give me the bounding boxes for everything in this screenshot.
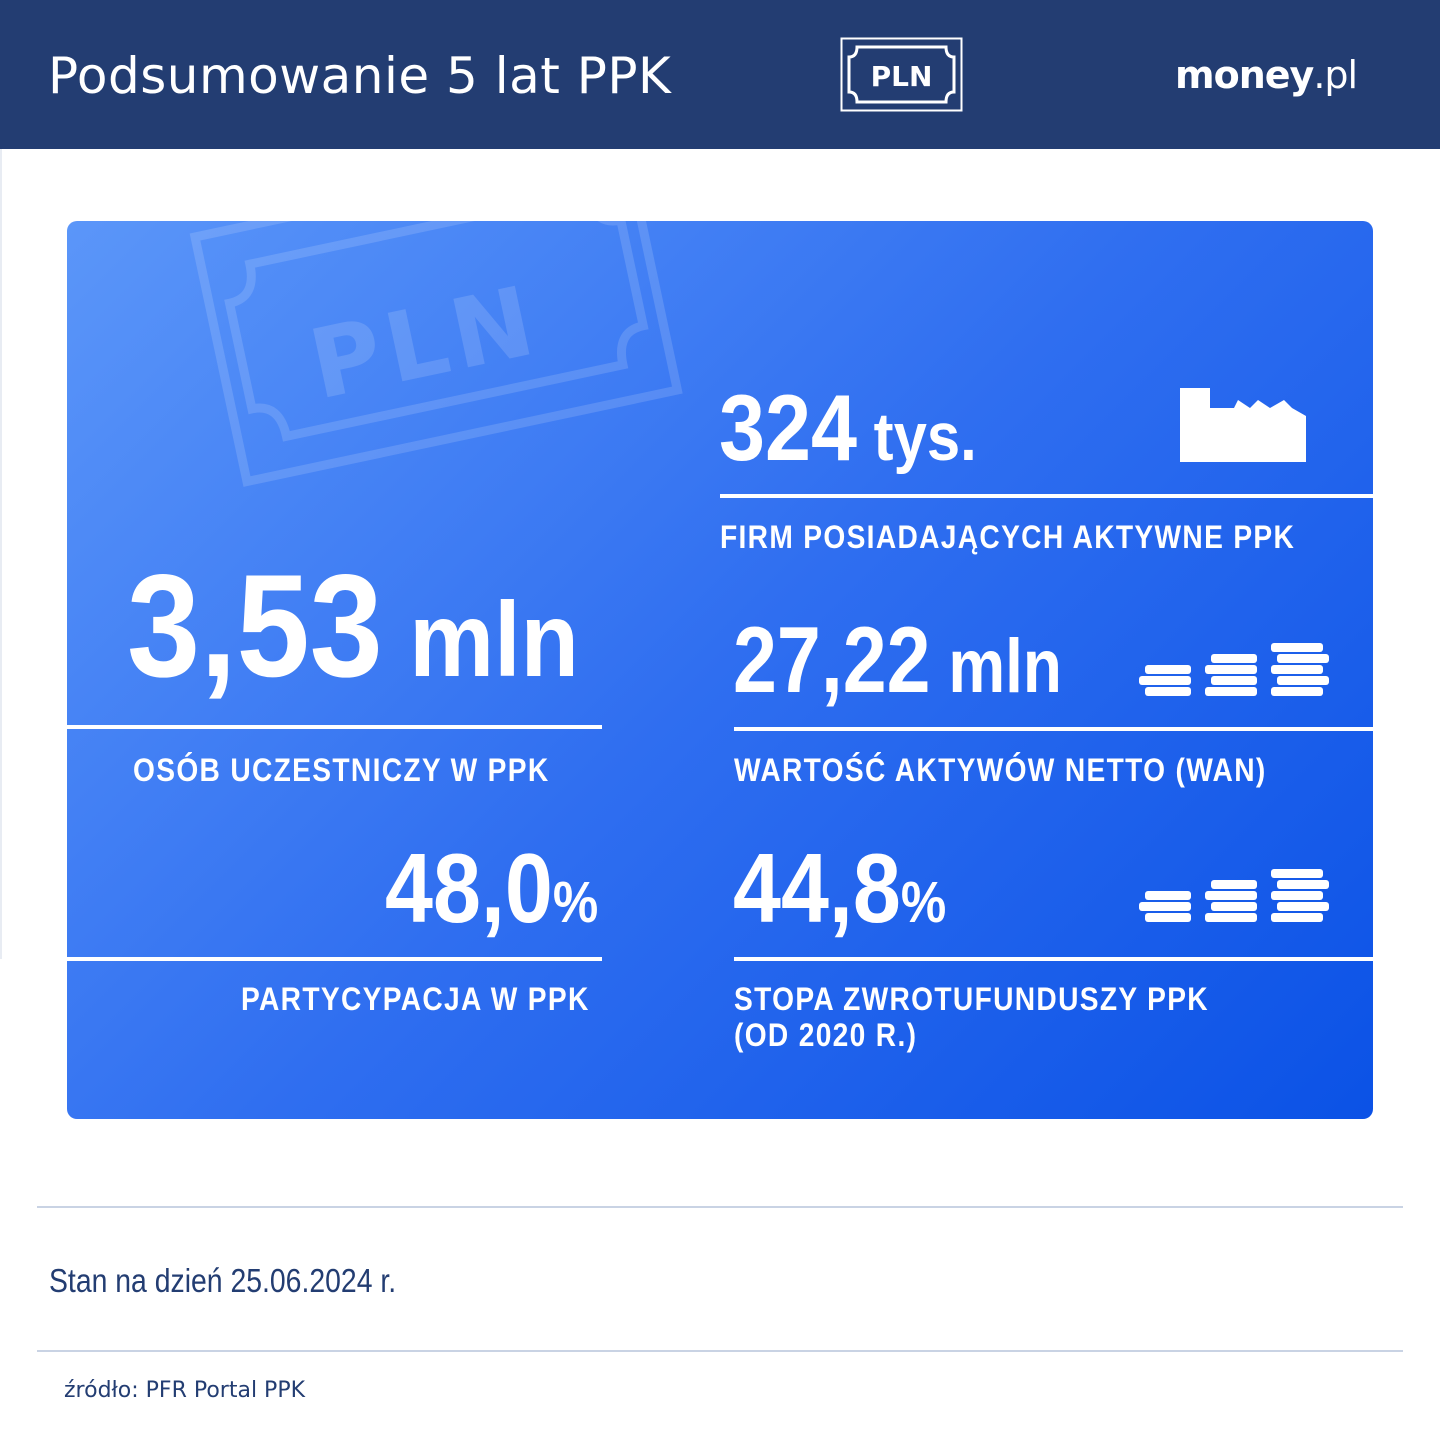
data-date: Stan na dzień 25.06.2024 r. (49, 1262, 397, 1299)
header-bar: Podsumowanie 5 lat PPK PLN money.pl (0, 0, 1440, 149)
brand-name: money (1175, 53, 1314, 97)
page-title: Podsumowanie 5 lat PPK (48, 47, 672, 105)
participants-value: 3,53 mln (127, 544, 579, 707)
firms-value: 324 tys. (719, 375, 977, 480)
assets-value: 27,22 mln (733, 607, 1062, 712)
firms-label: FIRM POSIADAJĄCYCH AKTYWNE PPK (720, 519, 1296, 555)
footer-divider-top (37, 1206, 1403, 1208)
stats-card: PLN 3,53 mln OSÓB UCZESTNICZY W PPK 48,0… (67, 221, 1373, 1119)
participants-label: OSÓB UCZESTNICZY W PPK (133, 752, 550, 788)
return-rate-rule (734, 957, 1373, 961)
footer-divider-bottom (37, 1350, 1403, 1352)
assets-rule (734, 727, 1373, 731)
factory-icon (1180, 388, 1306, 462)
assets-label: WARTOŚĆ AKTYWÓW NETTO (WAN) (734, 752, 1267, 788)
pln-watermark-icon: PLN (189, 221, 683, 487)
brand-logo: money.pl (1175, 50, 1358, 100)
return-rate-value: 44,8% (733, 833, 947, 943)
participation-rule (67, 957, 602, 961)
participation-label: PARTYCYPACJA W PPK (241, 981, 590, 1017)
source-note: źródło: PFR Portal PPK (64, 1378, 306, 1403)
participants-rule (67, 725, 602, 729)
watermark-text: PLN (300, 264, 548, 421)
firms-rule (720, 494, 1373, 498)
return-rate-sublabel: (OD 2020 R.) (734, 1017, 918, 1053)
coin-stacks-icon (1139, 643, 1329, 696)
badge-text: PLN (871, 60, 933, 93)
left-edge-line (0, 149, 2, 959)
coin-stacks-icon (1139, 869, 1329, 922)
participation-value: 48,0% (385, 833, 599, 943)
return-rate-label: STOPA ZWROTUFUNDUSZY PPK (734, 981, 1209, 1017)
pln-banknote-icon: PLN (840, 37, 963, 112)
brand-domain: .pl (1313, 53, 1358, 97)
